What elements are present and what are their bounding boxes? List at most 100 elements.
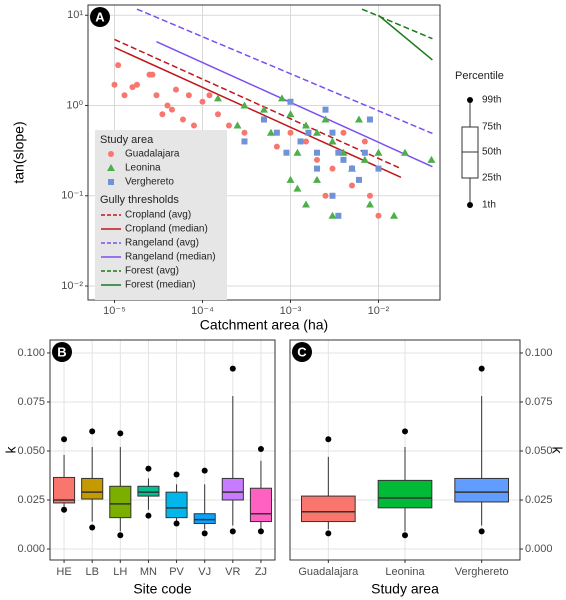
high-percentile-dot [325, 436, 332, 443]
y-axis-label: k [549, 447, 565, 455]
legend-marker [108, 179, 114, 185]
panel-label: C [297, 344, 307, 359]
x-tick-label: VJ [198, 566, 211, 578]
point [312, 175, 321, 183]
point [366, 192, 373, 199]
low-percentile-dot [201, 530, 208, 537]
point [329, 129, 336, 136]
point [261, 116, 267, 123]
plot-border [49, 339, 276, 561]
point [374, 148, 383, 156]
low-percentile-dot [257, 528, 264, 535]
point [328, 211, 337, 219]
legend-label: Cropland (median) [125, 224, 208, 235]
point [129, 84, 136, 91]
point [273, 129, 280, 136]
x-tick-label: VR [225, 566, 240, 578]
x-tick-label: 10⁻⁵ [103, 305, 126, 317]
y-tick-label: 0.025 [17, 494, 45, 506]
point [287, 129, 294, 136]
y-tick-label: 0.050 [17, 445, 45, 457]
x-tick-label: HE [56, 566, 71, 578]
point [322, 106, 329, 113]
x-tick-label: Leonina [385, 566, 425, 578]
point [340, 129, 347, 136]
y-tick-label: 0.100 [17, 347, 45, 359]
x-tick-label: LB [85, 566, 98, 578]
legend-title: Study area [100, 134, 154, 146]
high-percentile-dot [89, 428, 96, 435]
point [313, 165, 320, 172]
point [329, 192, 336, 199]
point [241, 129, 248, 136]
point [349, 165, 355, 172]
point [287, 98, 294, 105]
legend-label: Rangeland (avg) [125, 238, 199, 249]
box [109, 485, 132, 519]
x-tick-label: 10⁻⁴ [191, 305, 214, 317]
point [361, 138, 368, 145]
x-axis-label: Site code [133, 581, 192, 597]
y-tick-label: 0.000 [525, 543, 553, 555]
point [179, 116, 186, 123]
low-percentile-dot [325, 530, 332, 537]
legend-marker [107, 164, 115, 171]
point [199, 98, 206, 105]
low-percentile-dot [89, 524, 96, 531]
high-percentile-dot [173, 471, 180, 478]
x-tick-label: 10⁻³ [280, 305, 302, 317]
point [427, 155, 436, 163]
point [365, 200, 374, 208]
low-percentile-dot [61, 506, 68, 513]
box [81, 477, 104, 500]
y-tick-label: 0.100 [525, 347, 553, 359]
y-tick-label: 0.075 [17, 396, 45, 408]
point [293, 148, 302, 156]
point [389, 211, 398, 219]
x-tick-label: 10⁻² [368, 305, 390, 317]
point [349, 182, 355, 189]
point [297, 138, 304, 145]
point [375, 212, 382, 219]
box [377, 479, 433, 509]
point [115, 62, 122, 69]
box [53, 476, 76, 504]
y-axis-label: tan(slope) [11, 121, 27, 183]
threshold-line [114, 38, 402, 170]
point [400, 148, 409, 156]
box [301, 495, 356, 523]
high-percentile-dot [478, 365, 485, 372]
point [313, 149, 320, 156]
plot-clip [111, 8, 436, 219]
percentile-label: 99th [482, 95, 501, 106]
low-percentile-dot [478, 528, 485, 535]
legend-label: Rangeland (median) [125, 252, 216, 263]
point [173, 86, 179, 93]
low-percentile-dot [229, 528, 236, 535]
point [312, 128, 321, 136]
point [266, 128, 275, 136]
y-tick-label: 0.000 [17, 543, 45, 555]
x-tick-label: ZJ [255, 566, 267, 578]
point [305, 129, 312, 136]
x-tick-label: Verghereto [455, 566, 509, 578]
high-percentile-dot [402, 428, 408, 435]
y-tick-label: 10⁻¹ [61, 190, 83, 202]
point [214, 111, 221, 118]
y-tick-label: 0.075 [525, 396, 553, 408]
point [133, 81, 140, 88]
y-axis-label: k [3, 446, 19, 454]
point [321, 115, 330, 123]
threshold-line [156, 40, 433, 168]
point [360, 155, 369, 163]
point [339, 148, 348, 156]
point [354, 115, 363, 123]
x-axis-label: Study area [371, 581, 439, 597]
legend-marker [108, 151, 114, 157]
point [286, 175, 295, 183]
x-tick-label: LH [113, 566, 127, 578]
y-tick-label: 10⁰ [66, 99, 83, 111]
x-tick-label: MN [140, 566, 157, 578]
point [335, 149, 342, 156]
